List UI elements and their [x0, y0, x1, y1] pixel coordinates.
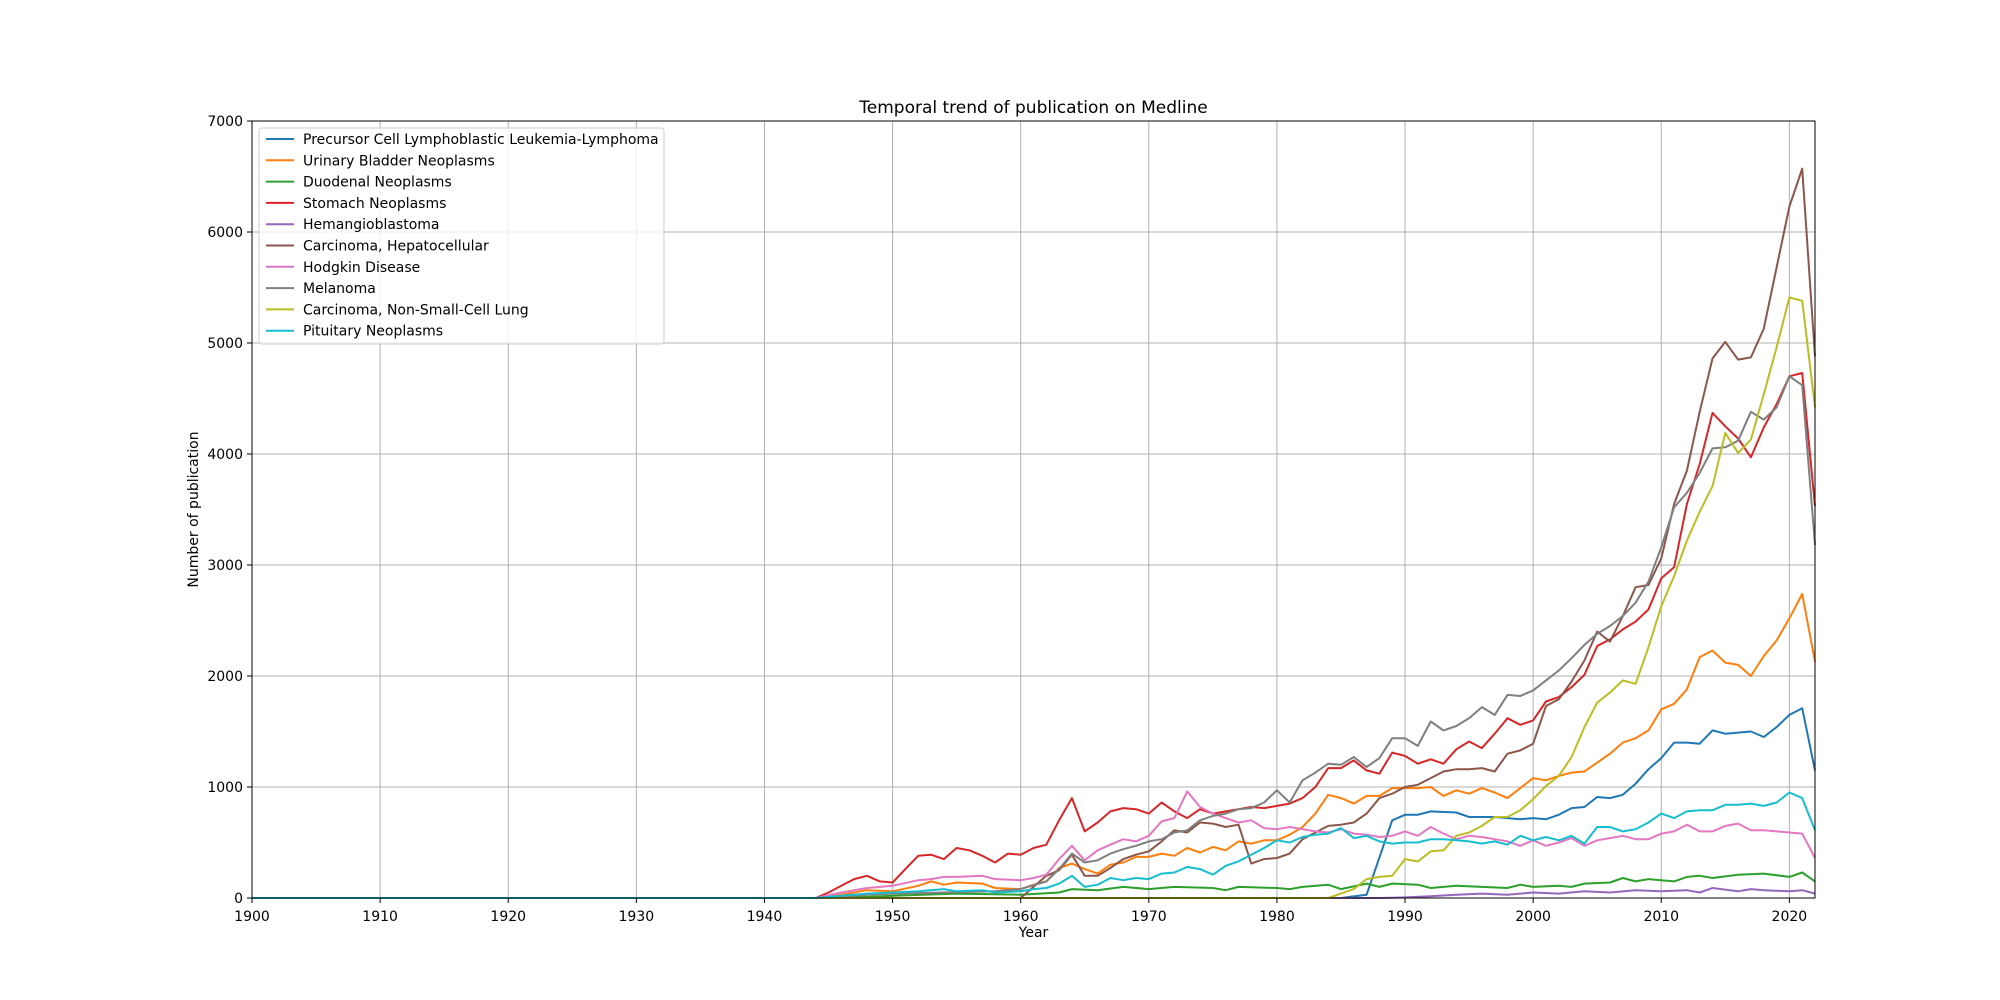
y-tick-label: 1000 — [207, 780, 243, 796]
plot-frame — [251, 120, 1816, 899]
series-layer — [252, 167, 1816, 899]
x-tick-label: 1980 — [1259, 909, 1295, 925]
legend-box — [258, 127, 665, 345]
legend-entry: Carcinoma, Non-Small-Cell Lung — [303, 302, 529, 318]
x-tick-label: 1910 — [362, 909, 398, 925]
x-tick-label: 1920 — [490, 909, 526, 925]
series-line-6 — [252, 790, 1816, 899]
legend-entry: Melanoma — [303, 281, 376, 297]
series-line-4 — [252, 887, 1816, 899]
legend-entry: Duodenal Neoplasms — [303, 175, 452, 191]
series-line-3 — [252, 372, 1816, 899]
series-line-2 — [252, 871, 1816, 899]
y-tick-label: 2000 — [207, 669, 243, 685]
x-tick-label: 1990 — [1387, 909, 1423, 925]
x-tick-label: 2020 — [1772, 909, 1808, 925]
x-axis-ticks: 1900 1910 1920 1930 1940 1950 1960 1970 1980 1990… — [234, 898, 1807, 925]
legend-entry: Pituitary Neoplasms — [303, 324, 443, 340]
y-tick-label: 4000 — [207, 447, 243, 463]
x-tick-label: 2000 — [1515, 909, 1551, 925]
x-tick-label: 1960 — [1003, 909, 1039, 925]
legend: Precursor Cell Lymphoblastic Leukemia-Ly… — [258, 127, 665, 345]
x-tick-label: 1900 — [234, 909, 270, 925]
x-tick-label: 1940 — [747, 909, 783, 925]
y-axis-label: Number of publication — [186, 431, 202, 587]
legend-entry: Hodgkin Disease — [303, 260, 420, 276]
legend-entry: Precursor Cell Lymphoblastic Leukemia-Ly… — [303, 132, 659, 148]
y-tick-label: 0 — [234, 891, 243, 907]
series-line-0 — [252, 707, 1816, 899]
series-line-9 — [252, 791, 1816, 899]
y-tick-label: 5000 — [207, 336, 243, 352]
legend-entry: Urinary Bladder Neoplasms — [303, 153, 495, 169]
y-tick-label: 6000 — [207, 225, 243, 241]
legend-entry: Stomach Neoplasms — [303, 196, 446, 212]
y-axis-ticks: 0 1000 2000 3000 4000 5000 6000 7000 — [207, 114, 252, 907]
series-line-8 — [252, 296, 1816, 899]
series-line-5 — [252, 167, 1816, 899]
x-axis-label: Year — [1018, 925, 1049, 941]
chart-title: Temporal trend of publication on Medline — [858, 98, 1207, 118]
x-tick-label: 1950 — [875, 909, 911, 925]
legend-entry: Hemangioblastoma — [303, 217, 440, 233]
y-tick-label: 7000 — [207, 114, 243, 130]
series-line-7 — [252, 375, 1816, 899]
y-tick-label: 3000 — [207, 558, 243, 574]
x-tick-label: 1970 — [1131, 909, 1167, 925]
x-tick-label: 1930 — [619, 909, 655, 925]
x-tick-label: 2010 — [1643, 909, 1679, 925]
legend-entry: Carcinoma, Hepatocellular — [303, 239, 489, 255]
